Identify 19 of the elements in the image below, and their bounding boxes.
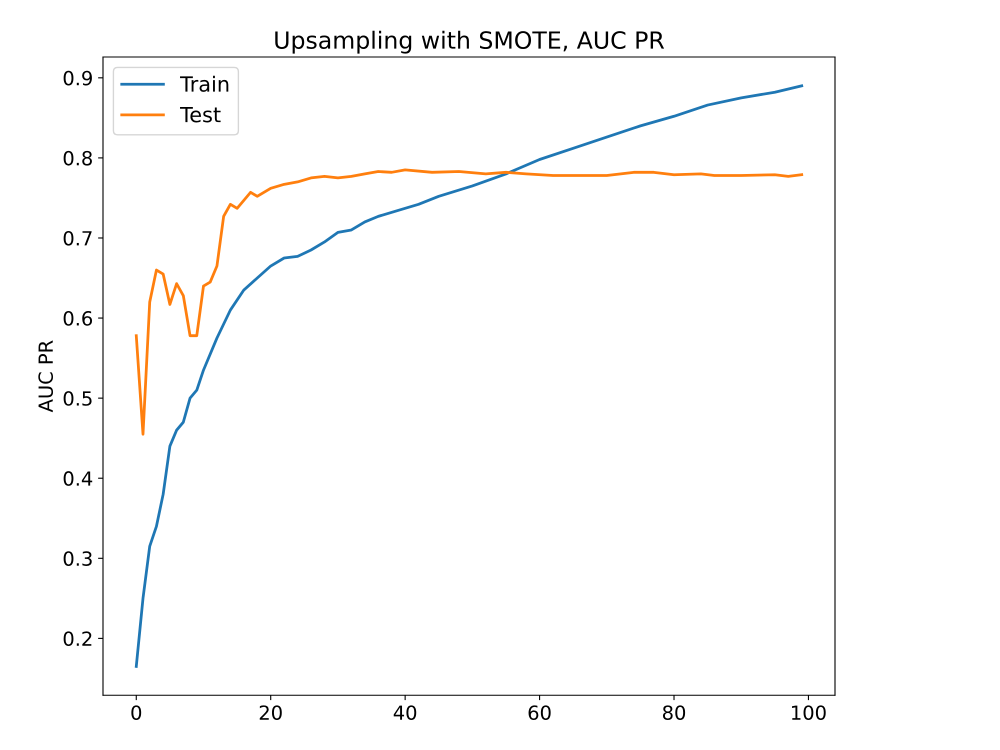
y-tick-label: 0.4	[64, 471, 92, 486]
line-series	[134, 168, 804, 436]
x-tick-label: 100	[792, 705, 826, 720]
y-tick-label: 0.3	[64, 551, 92, 566]
legend-label: Train	[180, 76, 228, 92]
chart-title: Upsampling with SMOTE, AUC PR	[275, 30, 664, 54]
y-tick-label: 0.8	[64, 150, 92, 166]
legend-label: Test	[180, 106, 221, 122]
y-tick-label: 0.5	[64, 391, 92, 406]
y-tick-label: 0.6	[64, 311, 92, 326]
x-tick-label: 0	[131, 705, 142, 720]
y-axis-title: AUC PR	[38, 340, 54, 412]
x-tick-label: 40	[394, 705, 416, 720]
x-tick-label: 80	[662, 705, 686, 720]
y-tick-label: 0.9	[64, 70, 92, 86]
y-tick-label: 0.7	[64, 230, 92, 246]
x-tick-label: 60	[528, 705, 551, 720]
y-tick-label: 0.2	[64, 631, 92, 646]
x-tick-label: 20	[260, 705, 282, 720]
